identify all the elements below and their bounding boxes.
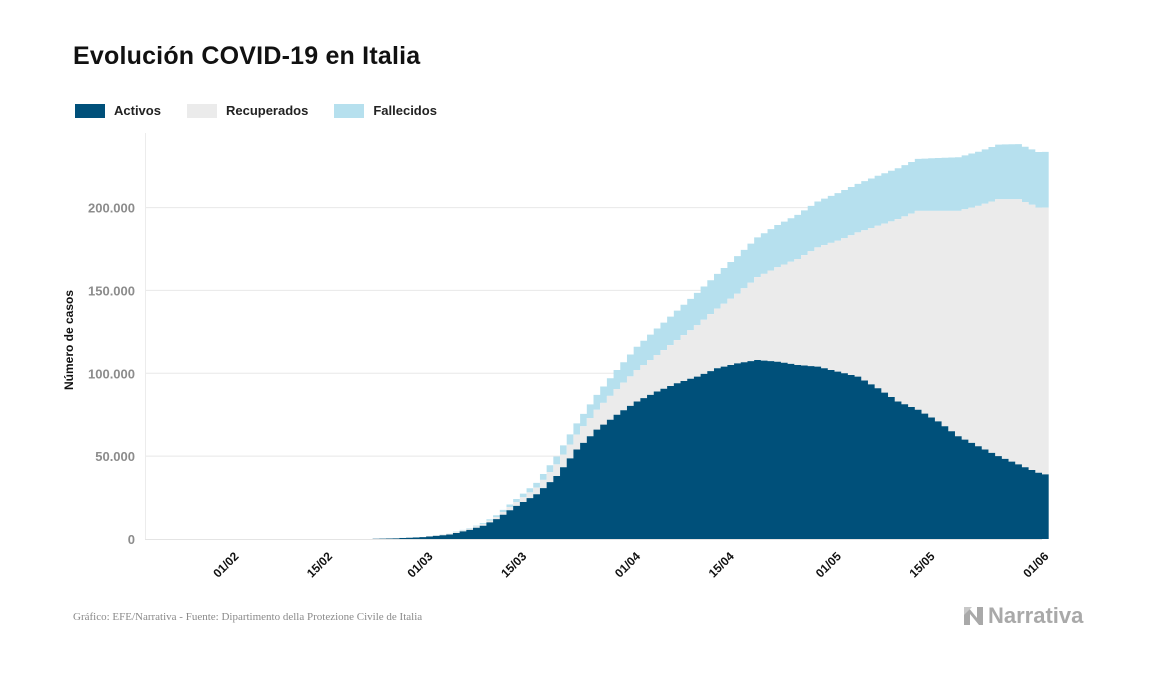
legend-item-fallecidos: Fallecidos (334, 103, 437, 118)
legend-item-activos: Activos (75, 103, 161, 118)
brand-logo: Narrativa (963, 603, 1083, 629)
x-tick-label: 15/05 (906, 549, 937, 580)
y-tick-label: 50.000 (95, 449, 135, 464)
y-tick-label: 200.000 (88, 201, 135, 216)
y-tick-label: 100.000 (88, 366, 135, 381)
legend-label-recuperados: Recuperados (225, 103, 309, 118)
legend-label-fallecidos: Fallecidos (373, 103, 437, 118)
legend-item-recuperados: Recuperados (186, 103, 309, 118)
x-tick-label: 15/02 (304, 549, 335, 580)
x-tick-label: 01/06 (1020, 549, 1051, 580)
area-recuperados (372, 199, 1049, 539)
brand-name: Narrativa (988, 603, 1084, 628)
source-note: Gráfico: EFE/Narrativa - Fuente: Diparti… (73, 611, 423, 623)
axes: 0 50.000 100.000 150.000 200.000 01/02 15/02 01… (88, 133, 1052, 580)
x-tick-label: 01/03 (404, 549, 435, 580)
narrativa-logo-icon (964, 607, 983, 625)
x-tick-label: 15/04 (706, 549, 737, 580)
area-activos (372, 360, 1049, 539)
area-fallecidos (372, 144, 1049, 539)
chart-title: Evolución COVID-19 en Italia (73, 42, 421, 70)
x-tick-label: 01/04 (612, 549, 643, 580)
y-tick-label: 0 (128, 532, 135, 547)
legend-swatch-recuperados (186, 103, 217, 118)
legend: Activos Recuperados Fallecidos (75, 103, 463, 118)
x-tick-label: 15/03 (498, 549, 529, 580)
y-tick-label: 150.000 (88, 283, 135, 298)
y-axis-title: Número de casos (62, 290, 76, 390)
legend-label-activos: Activos (114, 103, 161, 118)
x-tick-label: 01/02 (210, 549, 241, 580)
series-areas (372, 144, 1049, 539)
x-tick-label: 01/05 (813, 549, 844, 580)
legend-swatch-activos (75, 103, 105, 118)
legend-swatch-fallecidos (334, 103, 365, 118)
